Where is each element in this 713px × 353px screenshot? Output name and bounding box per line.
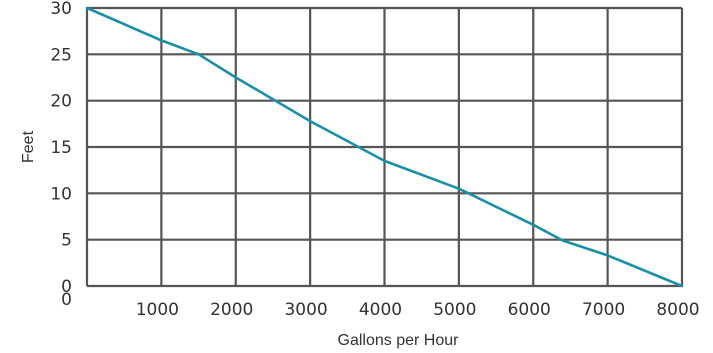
y-tick-label: 10 xyxy=(50,184,72,204)
x-tick-label: 3000 xyxy=(284,300,327,320)
x-tick-label: 5000 xyxy=(433,300,476,320)
y-tick-label: 15 xyxy=(50,138,72,158)
x-tick-label: 6000 xyxy=(508,300,551,320)
grid xyxy=(85,6,684,288)
y-axis-title: Feet xyxy=(20,130,37,163)
x-origin-label: 0 xyxy=(61,290,72,310)
y-tick-label: 5 xyxy=(61,231,72,251)
y-tick-label: 20 xyxy=(50,92,72,112)
y-tick-label: 30 xyxy=(50,0,72,19)
x-tick-label: 1000 xyxy=(136,300,179,320)
x-tick-label: 4000 xyxy=(359,300,402,320)
series-line xyxy=(85,6,684,288)
y-tick-label: 25 xyxy=(50,45,72,65)
tick-labels: 0 5 10 15 20 25 30 1000 2000 3000 4000 5000 6000 7000… xyxy=(50,0,699,320)
y-tick-label: 0 xyxy=(61,277,72,297)
x-tick-label: 7000 xyxy=(582,300,625,320)
series-layer xyxy=(85,6,684,288)
x-tick-label: 8000 xyxy=(656,300,699,320)
x-axis-title: Gallons per Hour xyxy=(338,332,460,349)
x-tick-label: 2000 xyxy=(210,300,253,320)
